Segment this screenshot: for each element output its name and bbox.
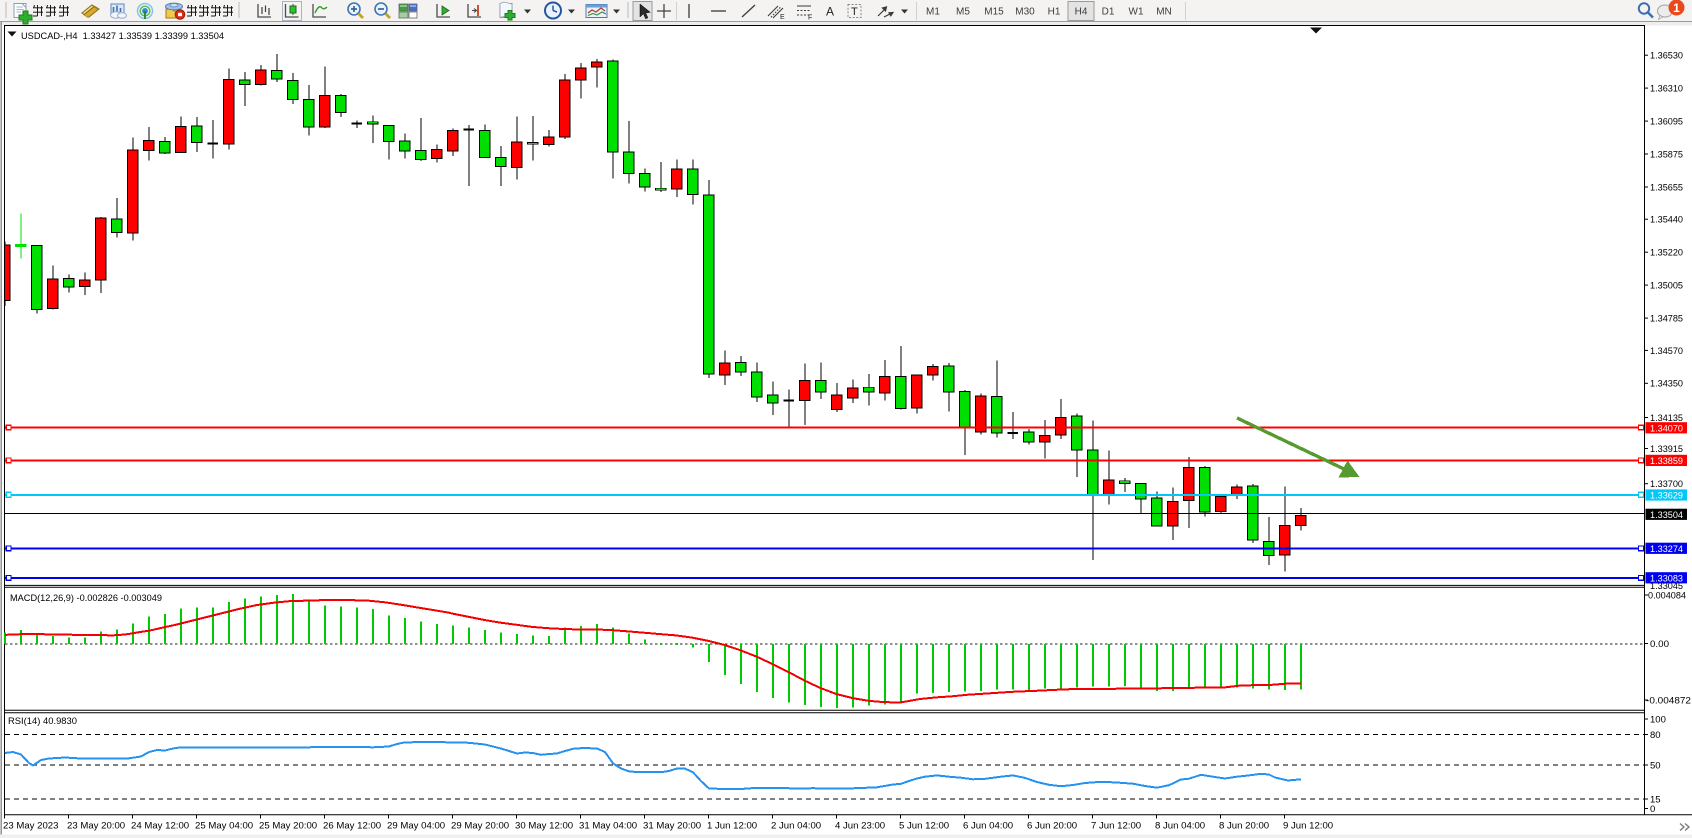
svg-text:D1: D1 (1102, 7, 1115, 18)
svg-text:6 Jun 20:00: 6 Jun 20:00 (1027, 821, 1077, 832)
svg-text:M1: M1 (926, 7, 940, 18)
svg-text:80: 80 (1650, 730, 1661, 741)
svg-text:1.34350: 1.34350 (1650, 379, 1683, 390)
svg-text:15: 15 (1650, 794, 1661, 805)
svg-text:USDCAD-,H4 1.33427 1.33539 1.: USDCAD-,H4 1.33427 1.33539 1.33399 1.335… (21, 31, 224, 42)
svg-text:T: T (851, 6, 858, 18)
svg-text:MN: MN (1156, 7, 1172, 18)
svg-text:25 May 04:00: 25 May 04:00 (195, 821, 253, 832)
svg-text:1.36530: 1.36530 (1650, 51, 1683, 62)
svg-text:50: 50 (1650, 760, 1661, 771)
svg-text:5 Jun 12:00: 5 Jun 12:00 (899, 821, 949, 832)
svg-text:25 May 20:00: 25 May 20:00 (259, 821, 317, 832)
svg-text:23 May 2023: 23 May 2023 (3, 821, 58, 832)
svg-text:1.35220: 1.35220 (1650, 248, 1683, 259)
svg-text:31 May 20:00: 31 May 20:00 (643, 821, 701, 832)
svg-text:1.34570: 1.34570 (1650, 346, 1683, 357)
svg-text:1.33083: 1.33083 (1650, 573, 1683, 584)
svg-text:1.33274: 1.33274 (1650, 544, 1683, 555)
svg-text:1: 1 (1673, 1, 1680, 15)
svg-text:1.35875: 1.35875 (1650, 149, 1683, 160)
svg-text:-0.004872: -0.004872 (1646, 695, 1691, 706)
svg-text:A: A (826, 5, 834, 19)
svg-text:1.34135: 1.34135 (1650, 413, 1683, 424)
svg-text:1.35440: 1.35440 (1650, 215, 1683, 226)
svg-text:24 May 12:00: 24 May 12:00 (131, 821, 189, 832)
svg-text:1.34070: 1.34070 (1650, 423, 1683, 434)
svg-text:H1: H1 (1048, 7, 1061, 18)
svg-text:1.34785: 1.34785 (1650, 314, 1683, 325)
svg-text:29 May 20:00: 29 May 20:00 (451, 821, 509, 832)
svg-text:MACD(12,26,9) -0.002826 -0.003: MACD(12,26,9) -0.002826 -0.003049 (10, 593, 162, 604)
svg-text:0: 0 (1650, 804, 1655, 815)
svg-text:31 May 04:00: 31 May 04:00 (579, 821, 637, 832)
svg-text:1.33504: 1.33504 (1650, 510, 1683, 521)
svg-text:1.36095: 1.36095 (1650, 117, 1683, 128)
svg-text:8 Jun 04:00: 8 Jun 04:00 (1155, 821, 1205, 832)
svg-text:4 Jun 23:00: 4 Jun 23:00 (835, 821, 885, 832)
svg-text:2 Jun 04:00: 2 Jun 04:00 (771, 821, 821, 832)
svg-text:1.35005: 1.35005 (1650, 281, 1683, 292)
svg-text:M5: M5 (956, 7, 970, 18)
svg-text:1.36310: 1.36310 (1650, 84, 1683, 95)
svg-text:1.33045: 1.33045 (1650, 581, 1683, 592)
svg-text:1.33700: 1.33700 (1650, 479, 1683, 490)
svg-text:1.33629: 1.33629 (1650, 491, 1683, 502)
svg-text:H4: H4 (1075, 7, 1088, 18)
svg-text:6 Jun 04:00: 6 Jun 04:00 (963, 821, 1013, 832)
svg-text:1 Jun 12:00: 1 Jun 12:00 (707, 821, 757, 832)
svg-text:1.33859: 1.33859 (1650, 456, 1683, 467)
svg-text:7 Jun 12:00: 7 Jun 12:00 (1091, 821, 1141, 832)
svg-text:23 May 20:00: 23 May 20:00 (67, 821, 125, 832)
svg-text:26 May 12:00: 26 May 12:00 (323, 821, 381, 832)
svg-text:RSI(14) 40.9830: RSI(14) 40.9830 (8, 716, 77, 727)
svg-text:M15: M15 (984, 7, 1004, 18)
svg-text:M30: M30 (1015, 7, 1035, 18)
svg-text:0.004084: 0.004084 (1648, 590, 1686, 601)
svg-text:100: 100 (1650, 714, 1666, 725)
svg-text:9 Jun 12:00: 9 Jun 12:00 (1283, 821, 1333, 832)
svg-text:29 May 04:00: 29 May 04:00 (387, 821, 445, 832)
svg-text:8 Jun 20:00: 8 Jun 20:00 (1219, 821, 1269, 832)
svg-text:1.33915: 1.33915 (1650, 444, 1683, 455)
svg-text:0.00: 0.00 (1650, 639, 1669, 650)
svg-text:E: E (780, 14, 785, 21)
svg-text:W1: W1 (1129, 7, 1144, 18)
svg-text:1.35655: 1.35655 (1650, 182, 1683, 193)
svg-text:F: F (808, 15, 812, 22)
svg-text:30 May 12:00: 30 May 12:00 (515, 821, 573, 832)
